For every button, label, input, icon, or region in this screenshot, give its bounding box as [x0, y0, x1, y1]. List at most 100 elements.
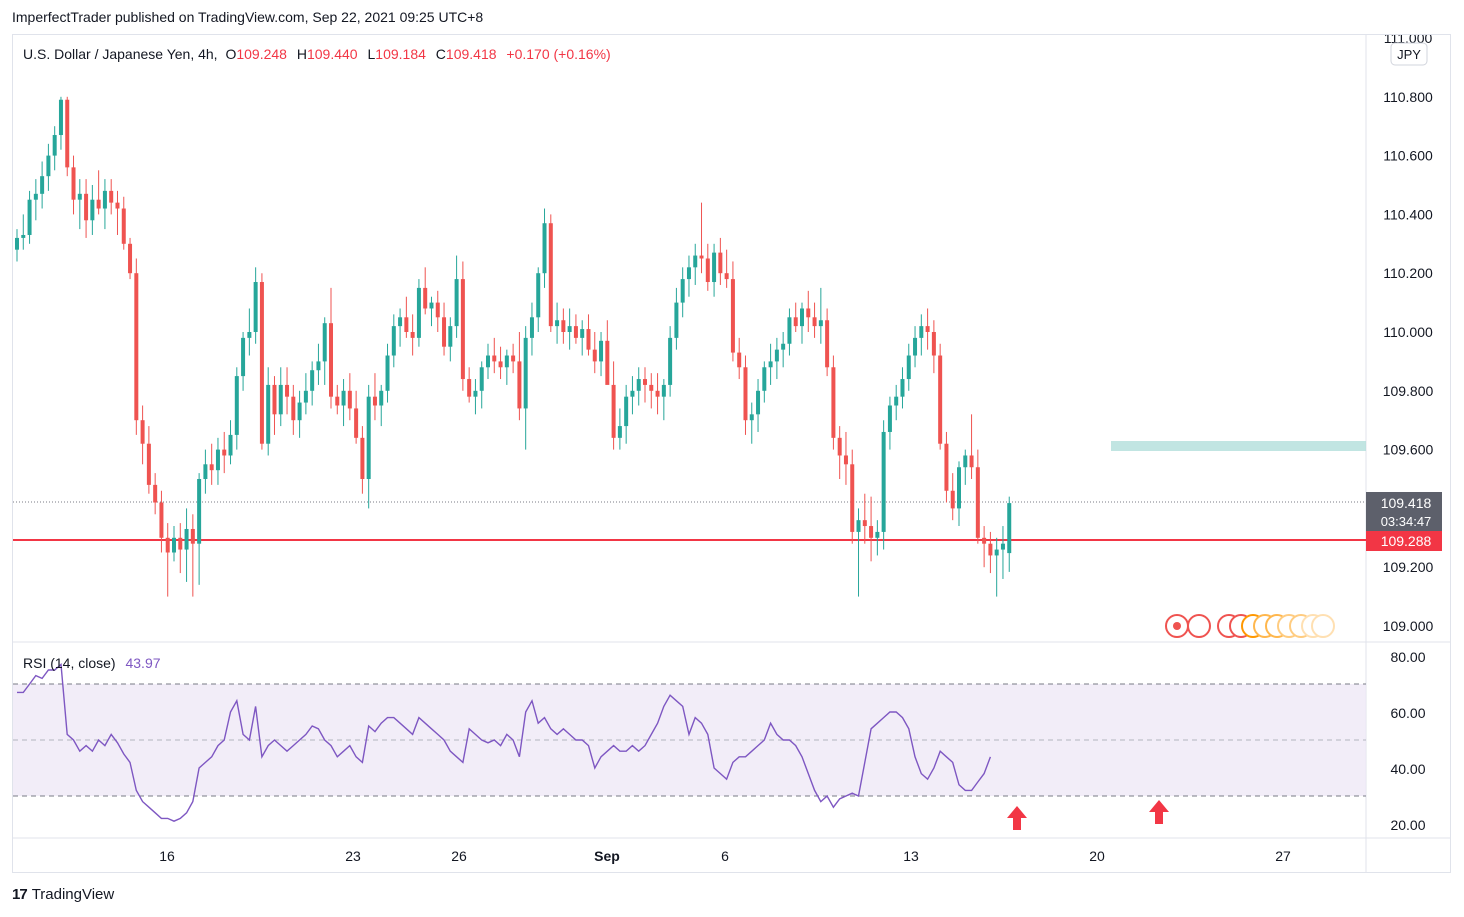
candle-body[interactable] — [341, 390, 346, 406]
candle-body[interactable] — [592, 349, 597, 362]
candle-body[interactable] — [555, 320, 560, 327]
economic-events[interactable] — [1165, 614, 1335, 638]
candle-body[interactable] — [467, 379, 472, 397]
candle-body[interactable] — [372, 396, 377, 406]
candle-body[interactable] — [115, 202, 120, 209]
candle-body[interactable] — [134, 273, 139, 421]
candle-body[interactable] — [800, 308, 804, 327]
candle-body[interactable] — [310, 370, 315, 391]
candle-body[interactable] — [184, 528, 189, 550]
candle-body[interactable] — [322, 323, 327, 362]
candle-body[interactable] — [536, 273, 541, 318]
candle-body[interactable] — [944, 443, 949, 491]
candle-body[interactable] — [479, 367, 484, 391]
candle-body[interactable] — [486, 355, 490, 368]
candle-body[interactable] — [90, 199, 95, 221]
candle-body[interactable] — [404, 317, 409, 332]
candle-body[interactable] — [680, 279, 685, 303]
up-arrow-annotation-2[interactable] — [1149, 800, 1169, 824]
candle-body[interactable] — [856, 520, 861, 532]
candle-body[interactable] — [266, 384, 271, 444]
candle-body[interactable] — [843, 455, 848, 465]
candle-body[interactable] — [875, 531, 880, 538]
up-arrow-annotation-1[interactable] — [1007, 806, 1027, 830]
candle-body[interactable] — [96, 199, 101, 209]
candle-body[interactable] — [900, 379, 905, 397]
candle-body[interactable] — [454, 279, 459, 327]
candle-body[interactable] — [511, 355, 516, 362]
candle-body[interactable] — [781, 343, 786, 350]
candle-body[interactable] — [385, 355, 390, 391]
candle-body[interactable] — [272, 384, 277, 415]
candle-body[interactable] — [102, 190, 107, 209]
candle-body[interactable] — [448, 326, 453, 347]
candle-body[interactable] — [297, 402, 302, 421]
candle-body[interactable] — [831, 367, 836, 438]
candle-body[interactable] — [812, 317, 817, 327]
candle-body[interactable] — [737, 352, 742, 368]
candle-body[interactable] — [906, 355, 911, 380]
candle-body[interactable] — [1007, 503, 1012, 554]
candle-body[interactable] — [398, 317, 403, 327]
candle-body[interactable] — [712, 252, 717, 283]
candle-body[interactable] — [84, 193, 89, 221]
candle-body[interactable] — [580, 329, 585, 338]
candle-body[interactable] — [887, 405, 892, 432]
candle-body[interactable] — [40, 176, 45, 194]
candle-body[interactable] — [529, 317, 534, 338]
candle-body[interactable] — [329, 323, 333, 397]
candle-body[interactable] — [975, 467, 980, 538]
candle-body[interactable] — [253, 282, 258, 332]
candle-body[interactable] — [303, 390, 308, 403]
candle-body[interactable] — [58, 99, 63, 136]
candle-body[interactable] — [429, 302, 434, 309]
candle-body[interactable] — [473, 390, 478, 397]
candle-body[interactable] — [611, 384, 616, 438]
tradingview-logo[interactable]: 17 TradingView — [12, 886, 114, 903]
candle-body[interactable] — [686, 267, 691, 280]
candle-body[interactable] — [190, 528, 195, 544]
candle-body[interactable] — [624, 396, 629, 427]
candle-body[interactable] — [982, 537, 987, 544]
candle-body[interactable] — [774, 349, 779, 362]
candle-body[interactable] — [247, 332, 252, 338]
candle-body[interactable] — [724, 273, 729, 280]
candle-body[interactable] — [599, 340, 604, 362]
candle-body[interactable] — [957, 467, 961, 509]
candle-body[interactable] — [241, 337, 246, 377]
candle-body[interactable] — [121, 208, 126, 244]
candle-body[interactable] — [523, 337, 528, 409]
candle-body[interactable] — [542, 223, 547, 274]
candle-body[interactable] — [668, 337, 673, 385]
candle-body[interactable] — [806, 308, 811, 318]
candle-body[interactable] — [630, 390, 635, 397]
candle-body[interactable] — [71, 167, 76, 200]
candle-body[interactable] — [153, 484, 158, 503]
candle-body[interactable] — [705, 258, 710, 283]
candle-body[interactable] — [643, 379, 647, 385]
candle-body[interactable] — [215, 449, 220, 471]
candle-body[interactable] — [423, 287, 428, 309]
candle-body[interactable] — [674, 302, 679, 338]
chart-legend[interactable]: U.S. Dollar / Japanese Yen, 4h, O109.248… — [23, 46, 611, 62]
candle-body[interactable] — [787, 317, 792, 344]
candle-body[interactable] — [749, 414, 754, 421]
candle-body[interactable] — [743, 367, 748, 421]
candle-body[interactable] — [850, 464, 855, 532]
candle-body[interactable] — [994, 549, 999, 556]
candle-body[interactable] — [938, 355, 943, 444]
candle-body[interactable] — [109, 190, 114, 203]
candle-body[interactable] — [548, 223, 553, 327]
candle-body[interactable] — [504, 355, 509, 368]
candle-body[interactable] — [140, 420, 145, 444]
candle-body[interactable] — [492, 355, 497, 362]
candle-body[interactable] — [27, 199, 32, 235]
candle-body[interactable] — [234, 376, 239, 435]
candle-body[interactable] — [15, 237, 19, 250]
candle-body[interactable] — [203, 464, 208, 479]
candle-body[interactable] — [567, 326, 572, 332]
candle-body[interactable] — [222, 449, 227, 456]
candle-body[interactable] — [693, 255, 698, 268]
candle-body[interactable] — [146, 443, 151, 485]
candle-body[interactable] — [77, 193, 82, 200]
